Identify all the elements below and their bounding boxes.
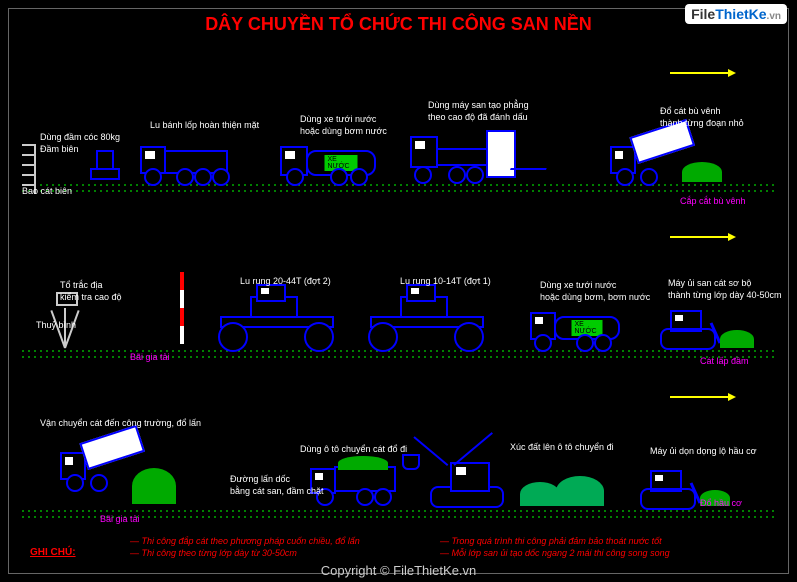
diagram-label: Dùng máy san tạo phẳng <box>428 100 529 110</box>
note-line: — Trong quá trình thi công phải đảm bảo … <box>440 536 662 546</box>
diagram-label: Bao cát biên <box>22 186 72 196</box>
survey-pole-icon <box>180 272 184 344</box>
watermark-suffix: .vn <box>767 11 781 22</box>
dump-truck-icon-2 <box>60 442 160 488</box>
diagram-label: Tổ trắc địa <box>60 280 103 290</box>
diagram-label: Cát lấp đầm <box>700 356 749 366</box>
vibro-roller-icon-2 <box>370 296 480 348</box>
diagram-label: Dùng ô tô chuyển cát đổ đi <box>300 444 407 454</box>
diagram-label: Máy ủi dọn dọng lộ hầu cơ <box>650 446 756 456</box>
dirt-mound-2 <box>556 476 604 506</box>
dump-truck-icon-1 <box>610 136 710 182</box>
note-line: — Mỗi lớp san ủi tạo dốc ngang 2 mái thi… <box>440 548 670 558</box>
diagram-label: Xúc đất lên ô tô chuyển đi <box>510 442 614 452</box>
diagram-title: DÂY CHUYỀN TỔ CHỨC THI CÔNG SAN NỀN <box>0 14 797 35</box>
vibro-roller-icon-1 <box>220 296 330 348</box>
diagram-label: Lu bánh lốp hoàn thiện mặt <box>150 120 259 130</box>
diagram-label: Đường lấn dốc <box>230 474 290 484</box>
diagram-label: kiểm tra cao độ <box>60 292 122 302</box>
note-line: — Thi công theo từng lớp dày từ 30-50cm <box>130 548 297 558</box>
notes-heading: GHI CHÚ: <box>30 547 76 558</box>
watermark-logo: FileThietKe.vn <box>685 4 787 24</box>
diagram-label: Bãi gia tải <box>100 514 140 524</box>
diagram-label: Đầm biên <box>40 144 79 154</box>
diagram-label: Dùng đầm cóc 80kg <box>40 132 120 142</box>
ground-line-1 <box>20 182 777 196</box>
excavator-icon <box>420 448 530 504</box>
diagram-label: theo cao độ đã đánh dấu <box>428 112 528 122</box>
water-truck-icon-2: XE NƯỚC <box>530 308 624 348</box>
sand-pile-1 <box>682 162 722 182</box>
diagram-label: Vận chuyển cát đến công trường, đổ lấn <box>40 418 201 428</box>
diagram-label: bằng cát san, đầm chặt <box>230 486 324 496</box>
copyright-text: Copyright © FileThietKe.vn <box>0 563 797 578</box>
sand-pile-2 <box>720 330 754 348</box>
diagram-label: Dùng xe tưới nước <box>540 280 616 290</box>
bulldozer-icon-1 <box>660 310 740 348</box>
diagram-label: hoặc dùng bơm, bơm nước <box>540 292 650 302</box>
diagram-label: Đổ hầu cơ <box>700 498 742 508</box>
watermark-prefix: File <box>691 6 715 22</box>
grader-icon <box>410 130 550 182</box>
dirt-mound-1 <box>520 482 560 506</box>
note-line: — Thi công đắp cát theo phương pháp cuốn… <box>130 536 360 546</box>
diagram-label: Dùng xe tưới nước <box>300 114 376 124</box>
diagram-label: Đổ cát bù vênh <box>660 106 721 116</box>
compactor-icon <box>90 150 120 180</box>
watermark-mid: ThietKe <box>715 6 766 22</box>
diagram-label: thành từng đoạn nhỏ <box>660 118 744 128</box>
diagram-label: Bãi gia tải <box>130 352 170 362</box>
flow-arrow-3 <box>670 396 730 398</box>
diagram-label: Lu rung 10-14T (đợt 1) <box>400 276 491 286</box>
diagram-label: thành từng lớp dày 40-50cm <box>668 290 782 300</box>
roller-truck-icon <box>140 140 230 182</box>
diagram-label: Lu rung 20-44T (đợt 2) <box>240 276 331 286</box>
diagram-label: Máy ủi san cát sơ bộ <box>668 278 751 288</box>
flow-arrow-1 <box>670 72 730 74</box>
diagram-label: Cắp cắt bù vênh <box>680 196 746 206</box>
diagram-label: hoặc dùng bơm nước <box>300 126 387 136</box>
diagram-label: Thuỷ bình <box>36 320 76 330</box>
dump-truck-icon-3 <box>310 462 400 502</box>
water-truck-icon-1: XE NƯỚC <box>280 140 380 182</box>
flow-arrow-2 <box>670 236 730 238</box>
sand-pile-3 <box>132 468 176 504</box>
